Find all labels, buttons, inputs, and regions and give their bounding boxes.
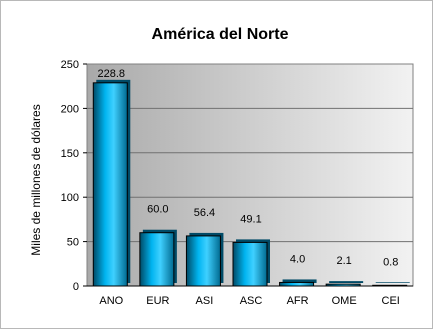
value-label-ano: 228.8 xyxy=(98,68,126,80)
x-ticks: ANO EUR ASI ASC AFR OME CEI xyxy=(87,285,413,307)
x-tick-label-eur: EUR xyxy=(146,295,169,307)
x-tick-label-ome: OME xyxy=(332,295,357,307)
x-tick-label-ano: ANO xyxy=(99,295,123,307)
y-ticks: 0 50 100 150 200 250 xyxy=(61,59,87,293)
value-labels: 228.8 60.0 56.4 49.1 4.0 2.1 0.8 xyxy=(98,68,399,268)
y-tick-label: 0 xyxy=(73,281,79,293)
bar-asc xyxy=(232,241,268,287)
value-label-asc: 49.1 xyxy=(240,213,261,225)
x-tick-label-cei: CEI xyxy=(382,295,400,307)
y-tick-label: 50 xyxy=(67,237,79,249)
y-axis-label: Miles de millones de dólares xyxy=(29,104,43,255)
x-tick-label-afr: AFR xyxy=(287,295,309,307)
value-label-cei: 0.8 xyxy=(383,256,398,268)
bar-eur xyxy=(139,232,175,287)
value-label-eur: 60.0 xyxy=(147,204,168,216)
value-label-afr: 4.0 xyxy=(290,253,305,265)
bar-cei-side xyxy=(375,282,410,283)
bar-ome-side xyxy=(329,281,364,283)
bar-afr xyxy=(279,281,315,287)
bar-ano xyxy=(92,82,128,287)
y-tick-label: 200 xyxy=(61,103,79,115)
bar-asi xyxy=(185,235,221,287)
chart-title: América del Norte xyxy=(152,26,289,43)
y-tick-label: 100 xyxy=(61,192,79,204)
value-label-asi: 56.4 xyxy=(194,207,215,219)
bars xyxy=(92,79,410,287)
x-tick-label-asc: ASC xyxy=(240,295,263,307)
value-label-ome: 2.1 xyxy=(336,255,351,267)
x-tick-label-asi: ASI xyxy=(196,295,214,307)
y-tick-label: 150 xyxy=(61,148,79,160)
bar-afr-side xyxy=(282,279,317,283)
y-tick-label: 250 xyxy=(61,59,79,71)
